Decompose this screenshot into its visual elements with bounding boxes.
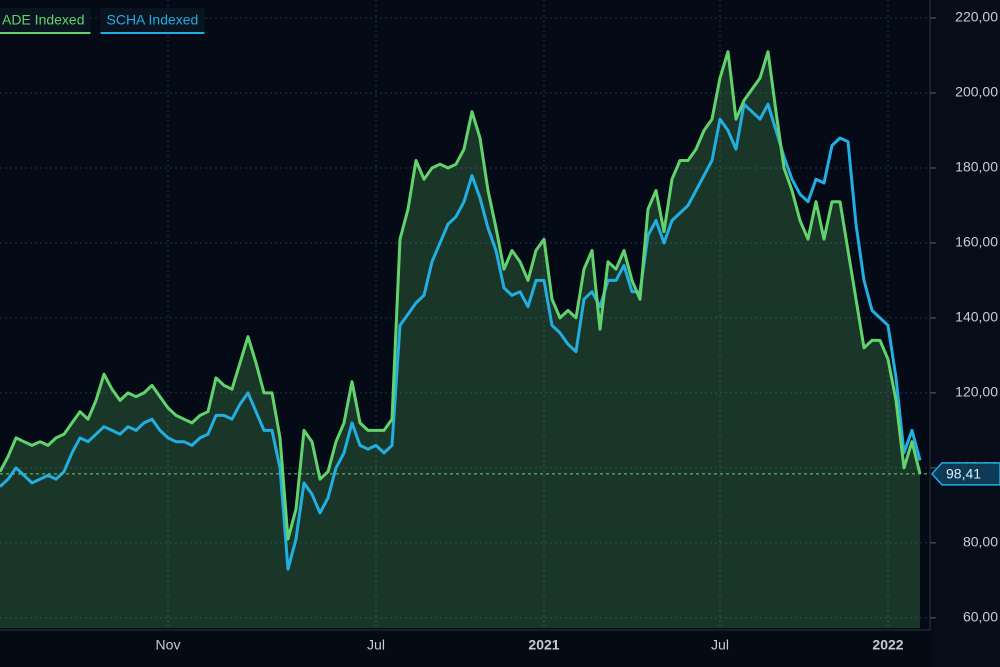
series-area bbox=[0, 51, 920, 628]
x-tick-label: Jul bbox=[367, 637, 385, 653]
series-line bbox=[0, 102, 922, 571]
x-tick-label: 2021 bbox=[528, 637, 559, 653]
y-tick-label: 60,00 bbox=[963, 609, 998, 625]
y-tick-label: 120,00 bbox=[955, 384, 998, 400]
x-tick-label: 2022 bbox=[872, 637, 903, 653]
y-tick-label: 200,00 bbox=[955, 84, 998, 100]
axis-background bbox=[930, 0, 1000, 667]
legend-label: SCHA Indexed bbox=[107, 12, 199, 28]
y-tick-label: 80,00 bbox=[963, 534, 998, 550]
y-tick-label: 140,00 bbox=[955, 309, 998, 325]
last-value-tag bbox=[930, 462, 1000, 486]
legend-box bbox=[0, 8, 91, 34]
legend-box bbox=[100, 8, 205, 34]
series-line bbox=[0, 50, 922, 541]
legend-label: ADE Indexed bbox=[2, 12, 85, 28]
last-value-label: 98,41 bbox=[946, 466, 981, 482]
x-tick-label: Jul bbox=[711, 637, 729, 653]
x-tick-label: Nov bbox=[156, 637, 181, 653]
y-tick-label: 160,00 bbox=[955, 234, 998, 250]
y-tick-label: 180,00 bbox=[955, 159, 998, 175]
y-tick-label: 220,00 bbox=[955, 9, 998, 25]
